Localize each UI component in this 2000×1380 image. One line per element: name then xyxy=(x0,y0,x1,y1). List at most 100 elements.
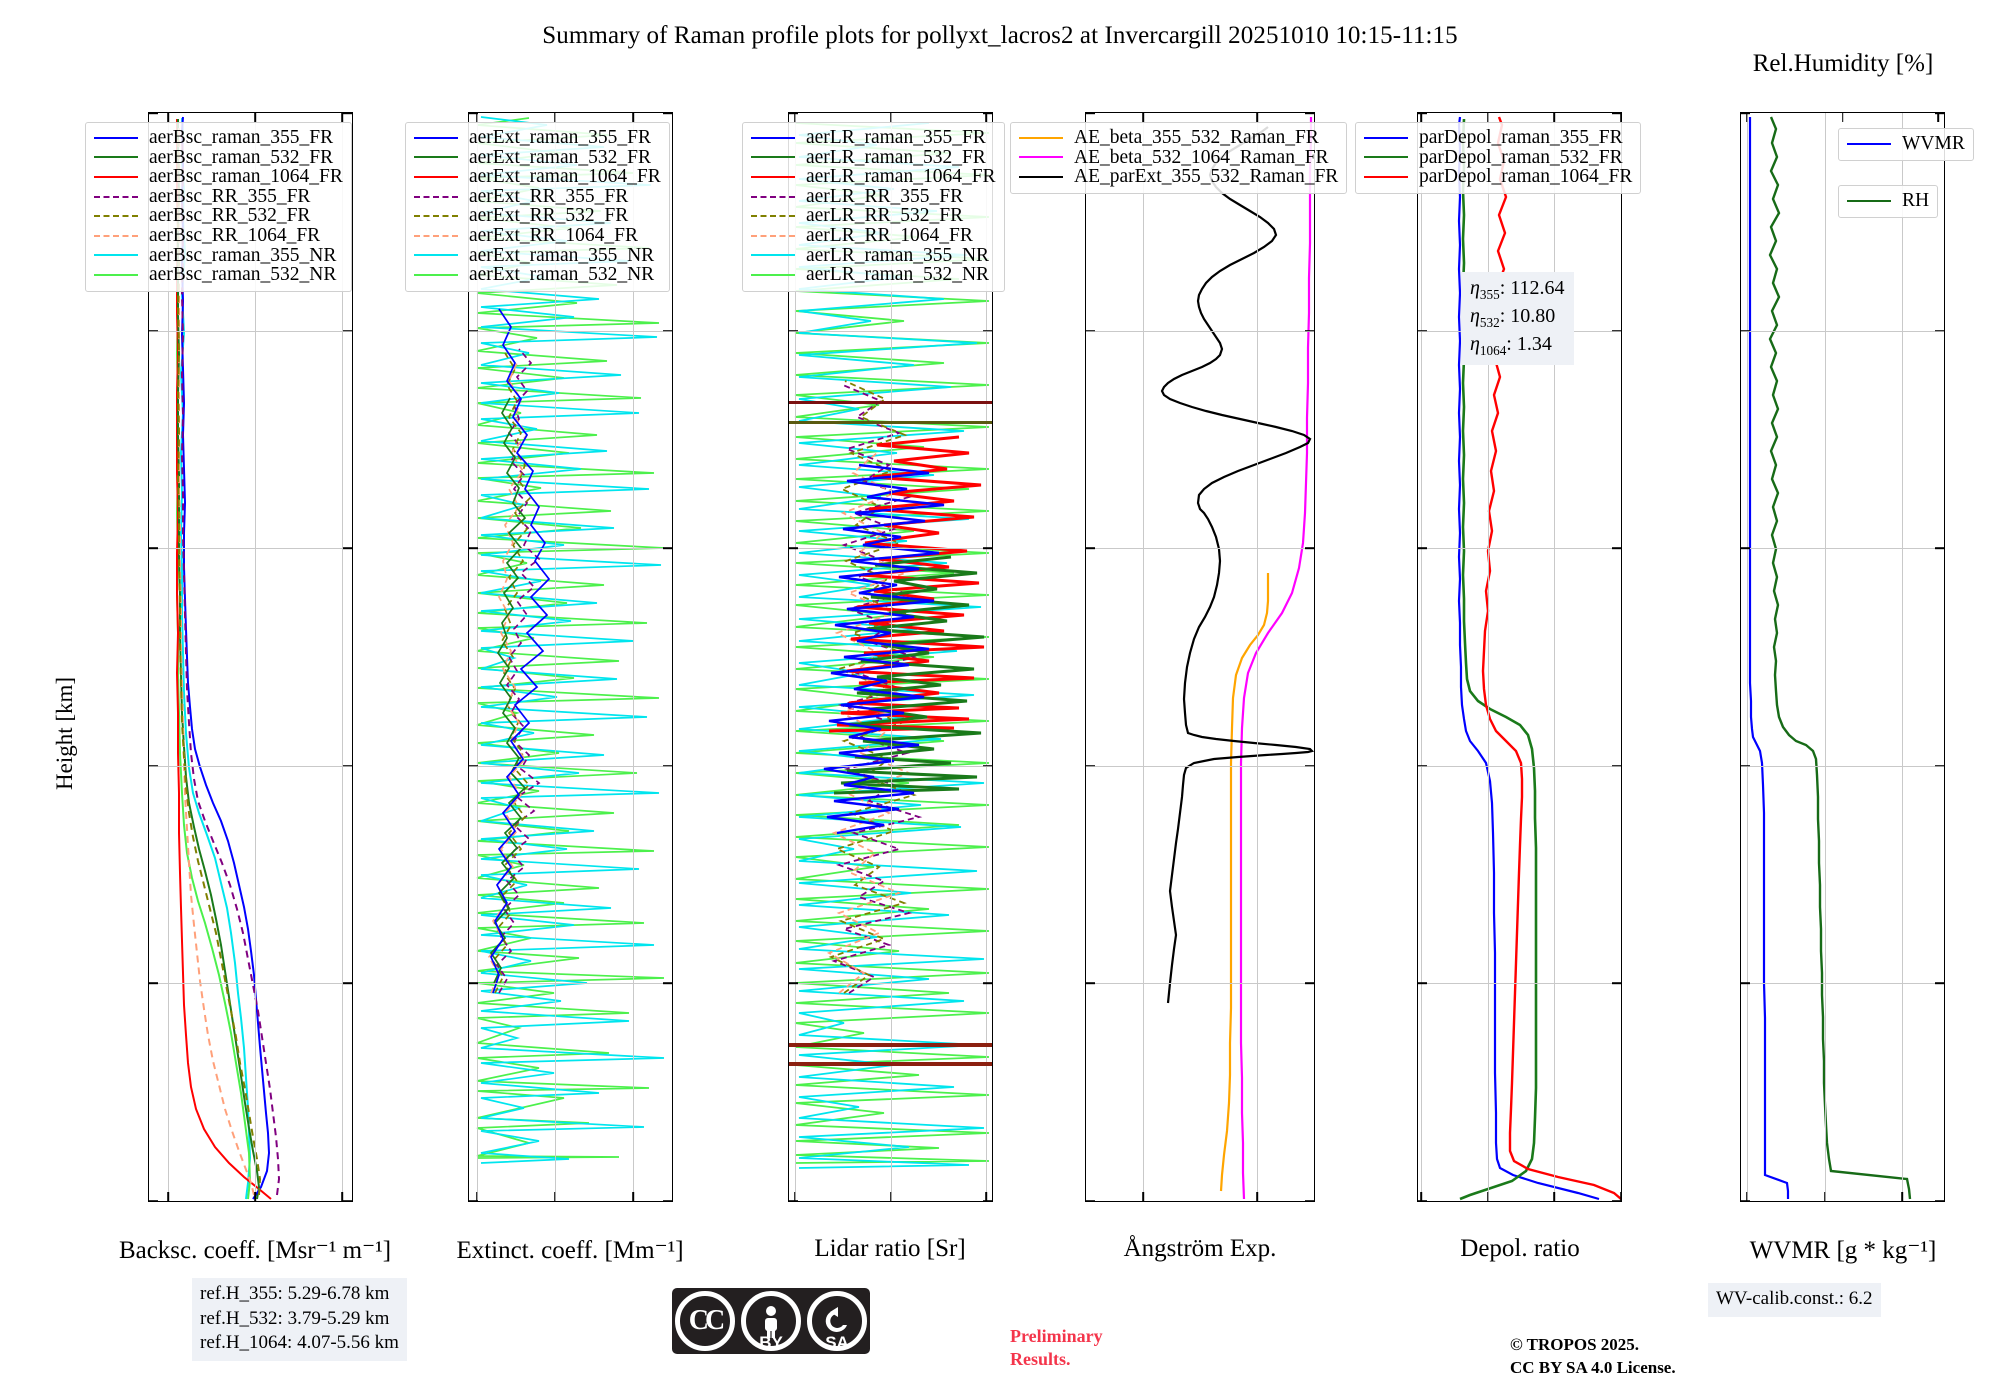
line-swatch-icon xyxy=(414,156,458,159)
legend-label: aerBsc_raman_1064_FR xyxy=(149,166,343,188)
legend-label: aerBsc_RR_532_FR xyxy=(149,205,311,227)
cc-sa-icon: SA xyxy=(804,1288,870,1354)
preliminary-line-2: Results. xyxy=(1010,1349,1071,1370)
line-swatch-icon xyxy=(1364,156,1408,159)
legend-item[interactable]: aerBsc_raman_532_FR xyxy=(94,148,343,168)
legend-label: RH xyxy=(1902,190,1930,212)
panel-wvmr-rh: 0 1 2 3 4 5 0 20 40 0 50 100 xyxy=(1740,112,1945,1202)
legend-item[interactable]: parDepol_raman_532_FR xyxy=(1364,148,1632,168)
x-axis-label-backscatter: Backsc. coeff. [Msr⁻¹ m⁻¹] xyxy=(118,1237,392,1264)
legend-item[interactable]: aerBsc_raman_1064_FR xyxy=(94,167,343,187)
eta-value: : 112.64 xyxy=(1499,277,1565,299)
legend-wvmr[interactable]: WVMR xyxy=(1838,128,1974,161)
legend-label: aerExt_RR_1064_FR xyxy=(469,225,638,247)
eta-annotation: η355: 112.64 η532: 10.80 η1064: 1.34 xyxy=(1461,272,1574,365)
plot-area-wvmr-rh xyxy=(1741,113,1944,1201)
plot-area-lidar-ratio xyxy=(789,113,992,1201)
eta-532-row: η532: 10.80 xyxy=(1470,304,1565,332)
line-swatch-icon xyxy=(414,273,458,276)
panel-lidar-ratio: 0 1 2 3 4 5 0 50 100 xyxy=(788,112,993,1202)
legend-item[interactable]: aerBsc_raman_355_FR xyxy=(94,128,343,148)
line-swatch-icon xyxy=(751,136,795,139)
panel-backscatter: 0 1 2 3 4 5 0 1 2 xyxy=(148,112,353,1202)
legend-item[interactable]: aerLR_RR_1064_FR xyxy=(751,226,996,246)
line-swatch-icon xyxy=(1364,136,1408,139)
legend-label: aerBsc_raman_355_NR xyxy=(149,244,337,266)
legend-item[interactable]: AE_parExt_355_532_Raman_FR xyxy=(1019,167,1338,187)
legend-item[interactable]: aerExt_raman_355_NR xyxy=(414,246,661,266)
legend-label: AE_parExt_355_532_Raman_FR xyxy=(1074,166,1339,188)
x-axis-label-wvmr: WVMR [g * kg⁻¹] xyxy=(1749,1237,1937,1264)
legend-label: aerBsc_raman_355_FR xyxy=(149,127,334,149)
legend-item[interactable]: aerLR_raman_355_NR xyxy=(751,246,996,266)
legend-item[interactable]: aerExt_raman_532_NR xyxy=(414,265,661,285)
legend-item[interactable]: aerExt_raman_355_FR xyxy=(414,128,661,148)
ref-heights-box: ref.H_355: 5.29-6.78 km ref.H_532: 3.79-… xyxy=(192,1278,407,1362)
legend-label: aerExt_raman_355_NR xyxy=(469,244,655,266)
line-swatch-icon xyxy=(1019,175,1063,178)
legend-item[interactable]: aerBsc_RR_532_FR xyxy=(94,206,343,226)
legend-label: aerBsc_raman_532_NR xyxy=(149,264,337,286)
plot-area-angstrom xyxy=(1086,113,1314,1201)
line-swatch-icon xyxy=(414,234,458,237)
line-swatch-icon xyxy=(414,175,458,178)
legend-item[interactable]: AE_beta_355_532_Raman_FR xyxy=(1019,128,1338,148)
legend-item[interactable]: aerBsc_raman_532_NR xyxy=(94,265,343,285)
eta-symbol: η xyxy=(1470,277,1480,299)
legend-depol-ratio[interactable]: parDepol_raman_355_FR parDepol_raman_532… xyxy=(1355,122,1642,194)
legend-item[interactable]: aerLR_RR_532_FR xyxy=(751,206,996,226)
legend-item[interactable]: aerLR_raman_355_FR xyxy=(751,128,996,148)
legend-item[interactable]: RH xyxy=(1847,191,1929,211)
legend-label: aerExt_raman_1064_FR xyxy=(469,166,661,188)
angstrom-curves xyxy=(1160,117,1314,1200)
legend-label: parDepol_raman_355_FR xyxy=(1419,127,1623,149)
legend-angstrom[interactable]: AE_beta_355_532_Raman_FR AE_beta_532_106… xyxy=(1010,122,1348,194)
preliminary-notice: Preliminary Results. xyxy=(1010,1325,1103,1372)
line-swatch-icon xyxy=(414,215,458,218)
line-swatch-icon xyxy=(94,175,138,178)
legend-item[interactable]: aerExt_RR_1064_FR xyxy=(414,226,661,246)
legend-extinction[interactable]: aerExt_raman_355_FR aerExt_raman_532_FR … xyxy=(405,122,670,292)
legend-lidar-ratio[interactable]: aerLR_raman_355_FR aerLR_raman_532_FR ae… xyxy=(742,122,1005,292)
y-axis-label: Height [km] xyxy=(52,676,77,790)
legend-item[interactable]: aerLR_RR_355_FR xyxy=(751,187,996,207)
legend-item[interactable]: aerLR_raman_532_FR xyxy=(751,148,996,168)
legend-rh[interactable]: RH xyxy=(1838,185,1939,218)
line-swatch-icon xyxy=(751,254,795,257)
legend-item[interactable]: aerExt_raman_1064_FR xyxy=(414,167,661,187)
legend-item[interactable]: aerBsc_raman_355_NR xyxy=(94,246,343,266)
eta-subscript: 532 xyxy=(1479,314,1500,330)
wv-calib-value: WV-calib.const.: 6.2 xyxy=(1716,1288,1873,1309)
legend-backscatter[interactable]: aerBsc_raman_355_FR aerBsc_raman_532_FR … xyxy=(85,122,352,292)
cc-license-logo[interactable]: CC BY SA xyxy=(672,1288,870,1354)
line-swatch-icon xyxy=(94,254,138,257)
copyright-line-2: CC BY SA 4.0 License. xyxy=(1510,1357,1676,1377)
line-swatch-icon xyxy=(751,215,795,218)
preliminary-line-1: Preliminary xyxy=(1010,1326,1103,1346)
line-swatch-icon xyxy=(751,156,795,159)
legend-label: aerLR_raman_355_FR xyxy=(806,127,986,149)
x-axis-label-lidar-ratio: Lidar ratio [Sr] xyxy=(814,1235,966,1262)
legend-item[interactable]: aerExt_RR_355_FR xyxy=(414,187,661,207)
legend-item[interactable]: aerExt_RR_532_FR xyxy=(414,206,661,226)
legend-item[interactable]: aerBsc_RR_355_FR xyxy=(94,187,343,207)
legend-item[interactable]: parDepol_raman_355_FR xyxy=(1364,128,1632,148)
panel-angstrom: 0 1 2 3 4 5 0 2 xyxy=(1085,112,1315,1202)
backscatter-curves xyxy=(175,116,281,1200)
eta-value: : 1.34 xyxy=(1506,332,1552,355)
legend-item[interactable]: aerLR_raman_1064_FR xyxy=(751,167,996,187)
legend-label: parDepol_raman_532_FR xyxy=(1419,146,1623,168)
line-swatch-icon xyxy=(94,234,138,237)
copyright-line-1: © TROPOS 2025. xyxy=(1510,1335,1640,1354)
legend-item[interactable]: aerLR_raman_532_NR xyxy=(751,265,996,285)
ref-height-355: ref.H_355: 5.29-6.78 km xyxy=(200,1283,390,1304)
legend-item[interactable]: AE_beta_532_1064_Raman_FR xyxy=(1019,148,1338,168)
line-swatch-icon xyxy=(94,156,138,159)
legend-item[interactable]: parDepol_raman_1064_FR xyxy=(1364,167,1632,187)
line-swatch-icon xyxy=(94,195,138,198)
line-swatch-icon xyxy=(94,136,138,139)
eta-1064-row: η1064: 1.34 xyxy=(1470,332,1565,360)
legend-item[interactable]: aerBsc_RR_1064_FR xyxy=(94,226,343,246)
legend-item[interactable]: WVMR xyxy=(1847,134,1965,154)
legend-item[interactable]: aerExt_raman_532_FR xyxy=(414,148,661,168)
